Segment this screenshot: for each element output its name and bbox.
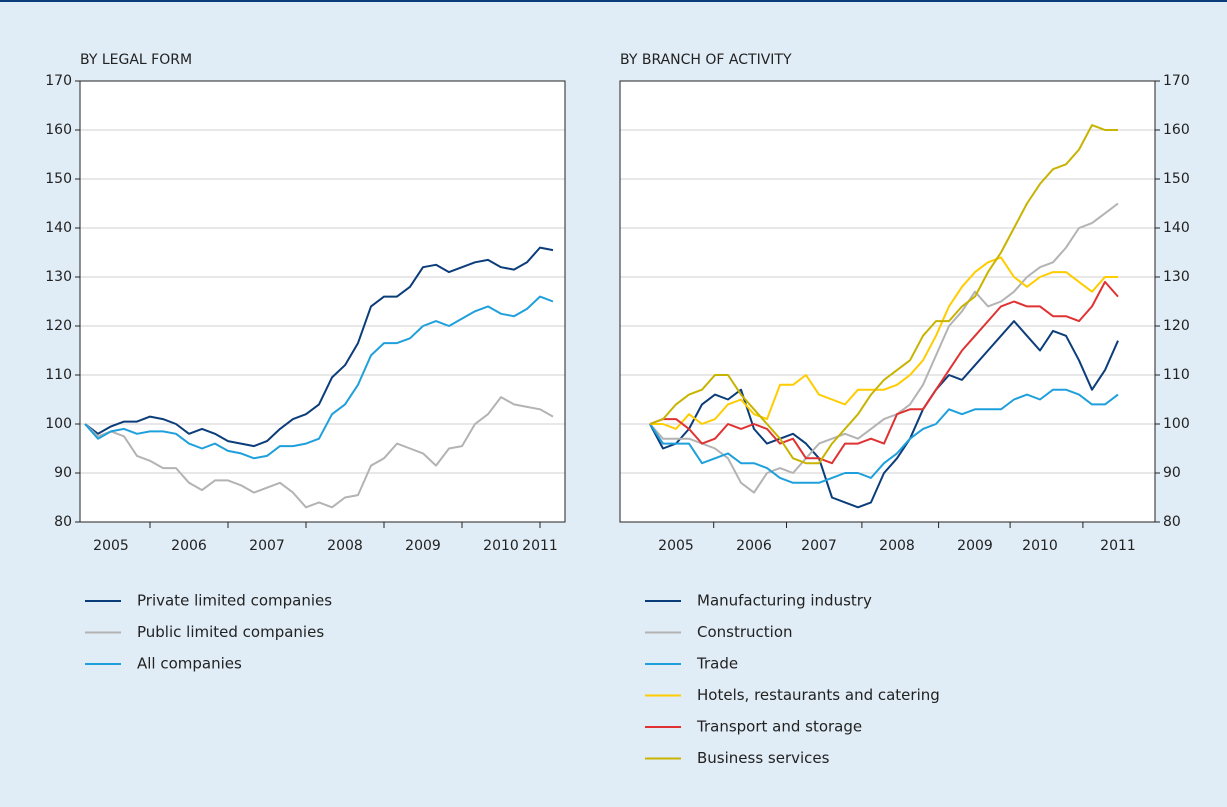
panel-title: BY BRANCH OF ACTIVITY bbox=[620, 52, 792, 68]
plot-border bbox=[79, 80, 566, 523]
y-tick-label: 90 bbox=[1163, 465, 1181, 481]
y-tick-label: 130 bbox=[45, 269, 72, 285]
y-tick-label: 120 bbox=[1163, 318, 1190, 334]
x-tick-label: 2009 bbox=[957, 538, 993, 554]
x-tick-label: 2010 bbox=[483, 538, 519, 554]
legend-label: Manufacturing industry bbox=[697, 592, 872, 610]
y-tick-label: 90 bbox=[54, 465, 72, 481]
y-tick-label: 140 bbox=[1163, 220, 1190, 236]
legend-label: All companies bbox=[137, 655, 242, 673]
y-tick-label: 140 bbox=[45, 220, 72, 236]
data-line bbox=[649, 202, 1119, 494]
x-tick-label: 2005 bbox=[93, 538, 129, 554]
y-tick-label: 120 bbox=[45, 318, 72, 334]
x-tick-label: 2011 bbox=[522, 538, 558, 554]
data-line bbox=[649, 388, 1119, 484]
x-tick-label: 2007 bbox=[801, 538, 837, 554]
data-line bbox=[84, 246, 554, 448]
data-line bbox=[84, 295, 554, 460]
data-line bbox=[649, 124, 1118, 465]
top-rule bbox=[0, 0, 1227, 2]
legend-label: Private limited companies bbox=[137, 592, 332, 610]
x-tick-label: 2009 bbox=[405, 538, 441, 554]
y-tick-label: 100 bbox=[45, 416, 72, 432]
y-tick-label: 150 bbox=[1163, 171, 1190, 187]
legend-label: Hotels, restaurants and catering bbox=[697, 686, 940, 704]
x-tick-label: 2008 bbox=[879, 538, 915, 554]
data-line bbox=[650, 256, 1118, 430]
y-tick-label: 110 bbox=[45, 367, 72, 383]
plot-area bbox=[80, 81, 565, 522]
data-line bbox=[84, 396, 554, 509]
x-tick-label: 2007 bbox=[249, 538, 285, 554]
data-line bbox=[649, 320, 1119, 509]
legend-label: Public limited companies bbox=[137, 623, 324, 641]
legend-label: Trade bbox=[696, 655, 738, 673]
legend-label: Business services bbox=[697, 749, 830, 767]
x-tick-label: 2005 bbox=[658, 538, 694, 554]
legend-label: Transport and storage bbox=[696, 718, 862, 736]
x-tick-label: 2006 bbox=[736, 538, 772, 554]
y-tick-label: 130 bbox=[1163, 269, 1190, 285]
x-tick-label: 2008 bbox=[327, 538, 363, 554]
y-tick-label: 150 bbox=[45, 171, 72, 187]
y-tick-label: 160 bbox=[1163, 122, 1190, 138]
y-tick-label: 110 bbox=[1163, 367, 1190, 383]
y-tick-label: 170 bbox=[1163, 73, 1190, 89]
x-tick-label: 2011 bbox=[1100, 538, 1136, 554]
y-tick-label: 80 bbox=[1163, 514, 1181, 530]
plot-area bbox=[620, 81, 1155, 522]
y-tick-label: 170 bbox=[45, 73, 72, 89]
legend-label: Construction bbox=[697, 623, 793, 641]
y-tick-label: 100 bbox=[1163, 416, 1190, 432]
plot-border bbox=[619, 80, 1156, 523]
y-tick-label: 160 bbox=[45, 122, 72, 138]
y-tick-label: 80 bbox=[54, 514, 72, 530]
data-line bbox=[649, 280, 1119, 465]
x-tick-label: 2010 bbox=[1022, 538, 1058, 554]
x-tick-label: 2006 bbox=[171, 538, 207, 554]
panel-title: BY LEGAL FORM bbox=[80, 52, 192, 68]
